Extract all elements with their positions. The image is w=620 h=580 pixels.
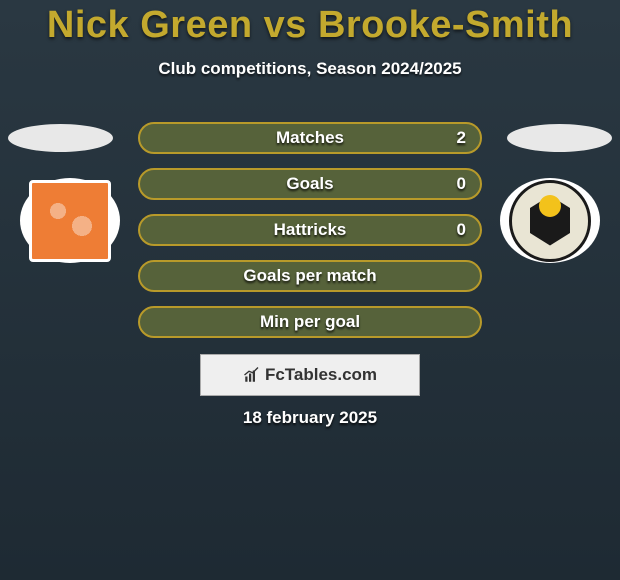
chart-icon (243, 366, 261, 384)
left-team-crest-icon (29, 180, 111, 262)
stat-right-value: 0 (457, 174, 466, 194)
right-team-badge (500, 178, 600, 263)
stat-label: Goals (286, 174, 333, 194)
watermark-text: FcTables.com (265, 365, 377, 385)
left-badge-shadow (8, 124, 113, 152)
watermark: FcTables.com (200, 354, 420, 396)
date-label: 18 february 2025 (0, 408, 620, 428)
stat-row-goals-per-match: Goals per match (138, 260, 482, 292)
stat-row-goals: Goals 0 (138, 168, 482, 200)
left-team-badge (20, 178, 120, 263)
stat-right-value: 2 (457, 128, 466, 148)
subtitle: Club competitions, Season 2024/2025 (0, 59, 620, 79)
stat-row-min-per-goal: Min per goal (138, 306, 482, 338)
stat-label: Min per goal (260, 312, 360, 332)
stat-row-matches: Matches 2 (138, 122, 482, 154)
stat-row-hattricks: Hattricks 0 (138, 214, 482, 246)
stat-label: Hattricks (274, 220, 347, 240)
stat-right-value: 0 (457, 220, 466, 240)
right-team-crest-icon (509, 180, 591, 262)
page-title: Nick Green vs Brooke-Smith (0, 0, 620, 47)
stat-label: Matches (276, 128, 344, 148)
stat-label: Goals per match (243, 266, 376, 286)
right-badge-shadow (507, 124, 612, 152)
stats-container: Matches 2 Goals 0 Hattricks 0 Goals per … (138, 122, 482, 338)
